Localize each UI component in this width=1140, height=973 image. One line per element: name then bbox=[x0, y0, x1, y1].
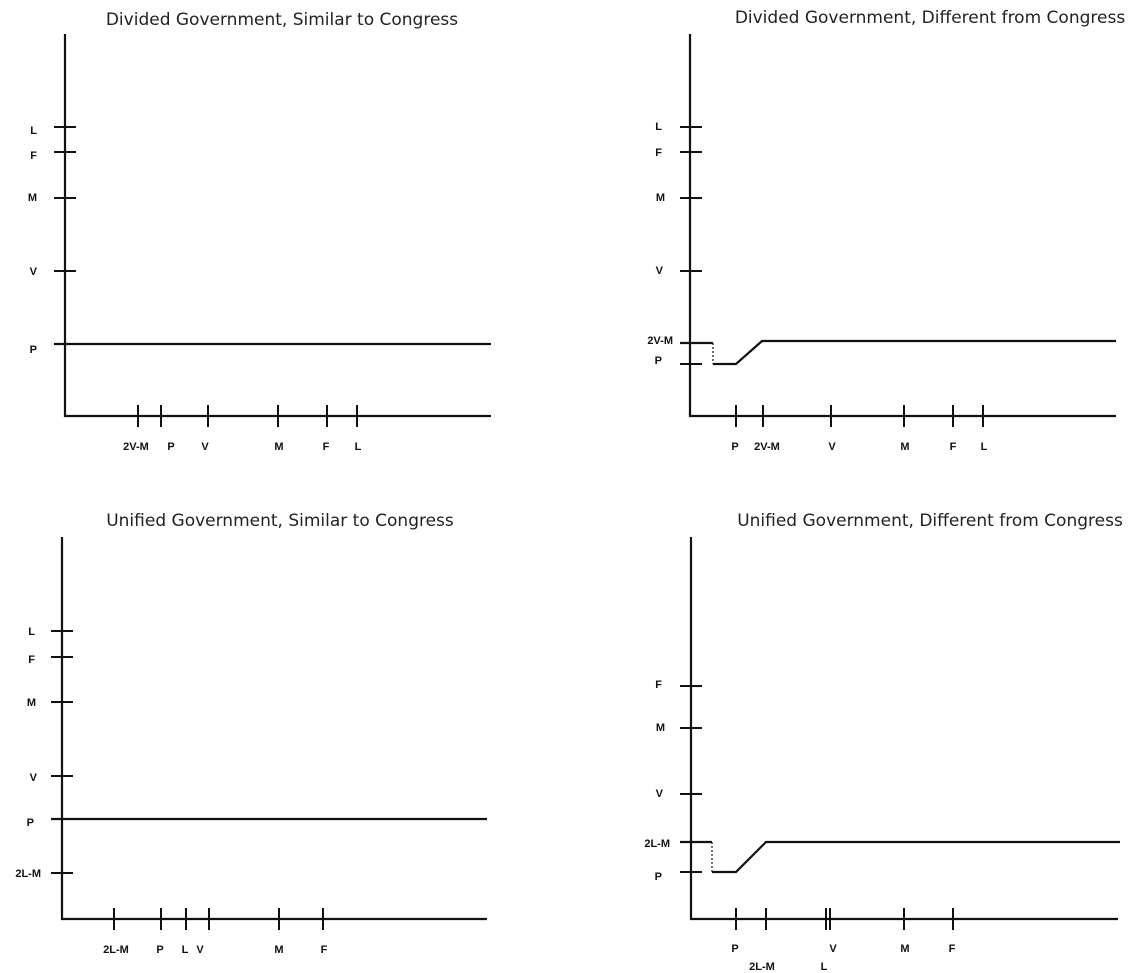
y-tick-label: M bbox=[656, 722, 665, 734]
y-tick-label: P bbox=[655, 355, 662, 367]
axes bbox=[60, 537, 487, 921]
y-tick-label: P bbox=[30, 344, 37, 356]
x-tick-label: L bbox=[182, 944, 189, 956]
panel-title: Unified Government, Similar to Congress bbox=[106, 511, 454, 531]
y-tick-label: V bbox=[656, 265, 664, 277]
outcome-line bbox=[713, 339, 1116, 366]
y-tick-label: 2L-M bbox=[15, 868, 41, 880]
y-tick-label: 2L-M bbox=[644, 838, 670, 850]
panel-unified-similar: Unified Government, Similar to Congress … bbox=[15, 511, 487, 956]
x-tick-label: 2L-M bbox=[749, 961, 775, 973]
x-tick-label: F bbox=[321, 944, 328, 956]
y-tick-label: V bbox=[656, 788, 664, 800]
x-tick-label: L bbox=[981, 441, 988, 453]
outcome-line bbox=[712, 840, 1120, 874]
axes bbox=[688, 34, 1116, 418]
y-tick-label: P bbox=[27, 817, 34, 829]
y-tick-label: F bbox=[655, 679, 662, 691]
x-tick-label: V bbox=[828, 441, 836, 453]
panel-title: Divided Government, Different from Congr… bbox=[735, 8, 1126, 28]
x-tick-label: P bbox=[731, 441, 738, 453]
y-tick-label: L bbox=[30, 125, 37, 137]
x-tick-label: M bbox=[274, 441, 283, 453]
x-tick-label: M bbox=[900, 441, 909, 453]
y-tick-label: F bbox=[655, 147, 662, 159]
y-tick-label: V bbox=[30, 772, 38, 784]
y-tick-label: M bbox=[27, 697, 36, 709]
y-tick-label: P bbox=[655, 871, 662, 883]
x-tick-label: P bbox=[156, 944, 163, 956]
x-tick-label: F bbox=[323, 441, 330, 453]
axes bbox=[63, 34, 491, 418]
y-tick-label: F bbox=[28, 654, 35, 666]
panel-title: Unified Government, Different from Congr… bbox=[737, 511, 1123, 531]
y-tick-label: L bbox=[28, 626, 35, 638]
x-tick-label: 2V-M bbox=[123, 441, 149, 453]
y-tick-label: M bbox=[656, 192, 665, 204]
x-tick-label: 2V-M bbox=[754, 441, 780, 453]
y-tick-label: L bbox=[655, 121, 662, 133]
x-tick-label: P bbox=[167, 441, 174, 453]
y-tick-label: 2V-M bbox=[647, 335, 673, 347]
x-tick-label: M bbox=[900, 943, 909, 955]
axes bbox=[689, 537, 1118, 921]
x-tick-label: 2L-M bbox=[103, 944, 129, 956]
panel-divided-different: Divided Government, Different from Congr… bbox=[647, 8, 1125, 453]
y-tick-label: F bbox=[30, 150, 37, 162]
y-tick-label: V bbox=[30, 266, 38, 278]
x-tick-label: F bbox=[949, 943, 956, 955]
y-tick-label: M bbox=[28, 192, 37, 204]
x-tick-label: L bbox=[355, 441, 362, 453]
x-tick-label: P bbox=[731, 943, 738, 955]
panel-unified-different: Unified Government, Different from Congr… bbox=[644, 511, 1123, 973]
panel-divided-similar: Divided Government, Similar to Congress … bbox=[28, 10, 491, 453]
x-tick-label: F bbox=[950, 441, 957, 453]
x-tick-label: M bbox=[274, 944, 283, 956]
x-tick-label: V bbox=[201, 441, 209, 453]
panel-title: Divided Government, Similar to Congress bbox=[106, 10, 458, 30]
x-tick-label: L bbox=[821, 961, 828, 973]
x-tick-label: V bbox=[196, 944, 204, 956]
x-tick-label: V bbox=[829, 943, 837, 955]
